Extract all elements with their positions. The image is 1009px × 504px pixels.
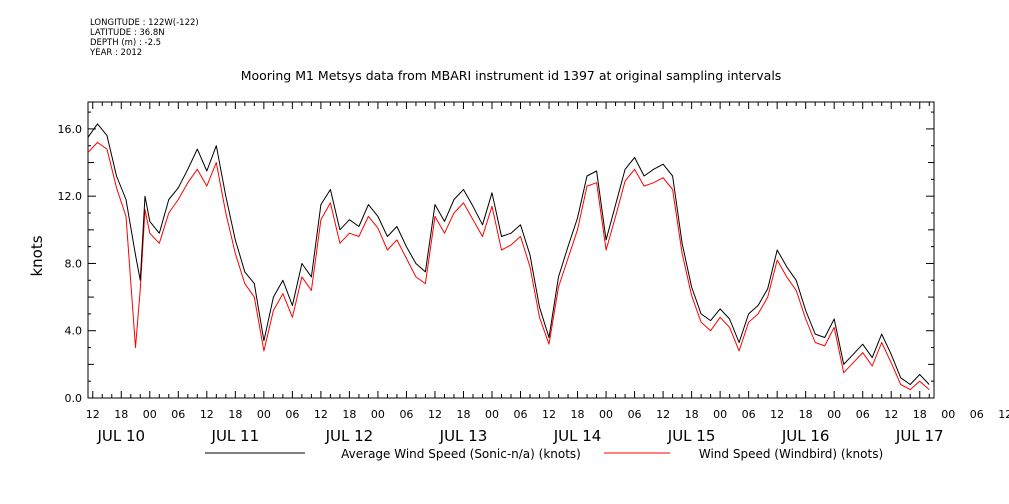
legend-label: Wind Speed (Windbird) (knots) (699, 447, 883, 461)
series-line (87, 123, 930, 385)
y-tick-label: 8.0 (65, 257, 83, 270)
series-layer (87, 123, 930, 391)
x-tick-label: 18 (913, 408, 927, 421)
y-tick-label: 0.0 (65, 392, 83, 405)
x-tick-label: 06 (399, 408, 413, 421)
x-tick-label: 18 (685, 408, 699, 421)
x-tick-label: 18 (571, 408, 585, 421)
x-date-label: JUL 13 (439, 427, 488, 445)
x-date-label: JUL 11 (211, 427, 260, 445)
x-tick-label: 00 (371, 408, 385, 421)
station-metadata: LONGITUDE : 122W(-122) LATITUDE : 36.8N … (90, 18, 199, 58)
year-text: YEAR : 2012 (90, 48, 143, 58)
x-tick-label: 00 (257, 408, 271, 421)
x-tick-label: 00 (941, 408, 955, 421)
x-tick-label: 12 (542, 408, 556, 421)
x-tick-label: 12 (998, 408, 1009, 421)
x-tick-label: 18 (342, 408, 356, 421)
x-tick-label: 06 (628, 408, 642, 421)
x-tick-label: 12 (314, 408, 328, 421)
x-tick-label: 18 (456, 408, 470, 421)
longitude-text: LONGITUDE : 122W(-122) (90, 18, 199, 28)
x-tick-label: 06 (171, 408, 185, 421)
x-date-label: JUL 10 (96, 427, 145, 445)
x-tick-label: 12 (656, 408, 670, 421)
x-tick-label: 12 (884, 408, 898, 421)
x-tick-label: 18 (228, 408, 242, 421)
x-tick-label: 06 (742, 408, 756, 421)
x-date-label: JUL 14 (553, 427, 602, 445)
x-tick-label: 06 (856, 408, 870, 421)
legend: Average Wind Speed (Sonic-n/a) (knots) Wi… (205, 447, 883, 461)
latitude-text: LATITUDE : 36.8N (90, 28, 165, 38)
plot-frame (87, 101, 935, 399)
axes: 12 18 00 06 12 18 00 06 12 18 00 06 12 18 00 06 12 18 00 06… (58, 101, 1009, 445)
chart-title: Mooring M1 Metsys data from MBARI instru… (241, 68, 782, 83)
x-tick-label: 00 (599, 408, 613, 421)
y-axis-label: knots (28, 235, 46, 276)
x-tick-label: 18 (114, 408, 128, 421)
x-tick-label: 12 (200, 408, 214, 421)
x-tick-label: 00 (827, 408, 841, 421)
x-tick-label: 00 (713, 408, 727, 421)
y-tick-label: 12.0 (58, 190, 83, 203)
y-tick-label: 16.0 (58, 123, 83, 136)
x-tick-label: 06 (970, 408, 984, 421)
x-tick-label: 06 (514, 408, 528, 421)
legend-label: Average Wind Speed (Sonic-n/a) (knots) (341, 447, 581, 461)
x-tick-label: 12 (86, 408, 100, 421)
x-date-label: JUL 16 (781, 427, 830, 445)
y-tick-label: 4.0 (65, 325, 83, 338)
x-tick-label: 00 (485, 408, 499, 421)
x-date-label: JUL 15 (667, 427, 716, 445)
x-tick-label: 06 (285, 408, 299, 421)
x-tick-label: 00 (143, 408, 157, 421)
x-date-label: JUL 12 (325, 427, 374, 445)
depth-text: DEPTH (m) : -2.5 (90, 38, 162, 48)
x-tick-label: 18 (799, 408, 813, 421)
x-date-label: JUL 17 (895, 427, 944, 445)
series-line (87, 141, 930, 391)
x-tick-label: 12 (770, 408, 784, 421)
x-tick-label: 12 (428, 408, 442, 421)
